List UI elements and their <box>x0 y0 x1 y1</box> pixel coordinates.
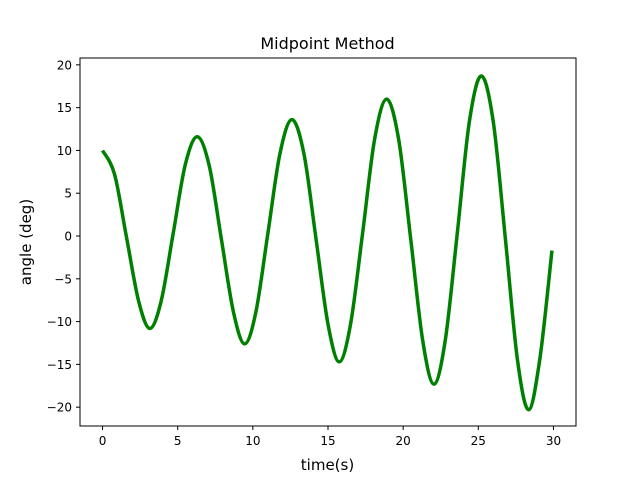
series-line-0 <box>100 74 554 412</box>
y-tick-label: 5 <box>64 187 72 201</box>
series-layer <box>100 74 554 412</box>
y-tick-label: 0 <box>64 230 72 244</box>
x-tick-label: 0 <box>99 434 107 448</box>
y-tick-label: 15 <box>57 101 72 115</box>
y-tick-label: −15 <box>47 358 72 372</box>
y-tick-label: −20 <box>47 401 72 415</box>
x-tick-label: 10 <box>245 434 260 448</box>
x-axis: 0 5 10 15 20 25 30 <box>99 426 561 448</box>
y-tick-label: −10 <box>47 315 72 329</box>
y-tick-label: 20 <box>57 58 72 72</box>
x-axis-label: time(s) <box>301 456 354 474</box>
plot-frame <box>79 57 577 427</box>
y-tick-label: −5 <box>54 272 72 286</box>
x-tick-label: 5 <box>174 434 182 448</box>
y-tick-label: 10 <box>57 144 72 158</box>
y-axis-label: angle (deg) <box>17 199 35 285</box>
x-tick-label: 30 <box>546 434 561 448</box>
x-tick-label: 20 <box>396 434 411 448</box>
y-axis: −20 −15 −10 −5 0 5 10 15 20 <box>47 58 80 415</box>
x-tick-label: 25 <box>471 434 486 448</box>
x-tick-label: 15 <box>320 434 335 448</box>
chart-title: Midpoint Method <box>260 34 394 53</box>
